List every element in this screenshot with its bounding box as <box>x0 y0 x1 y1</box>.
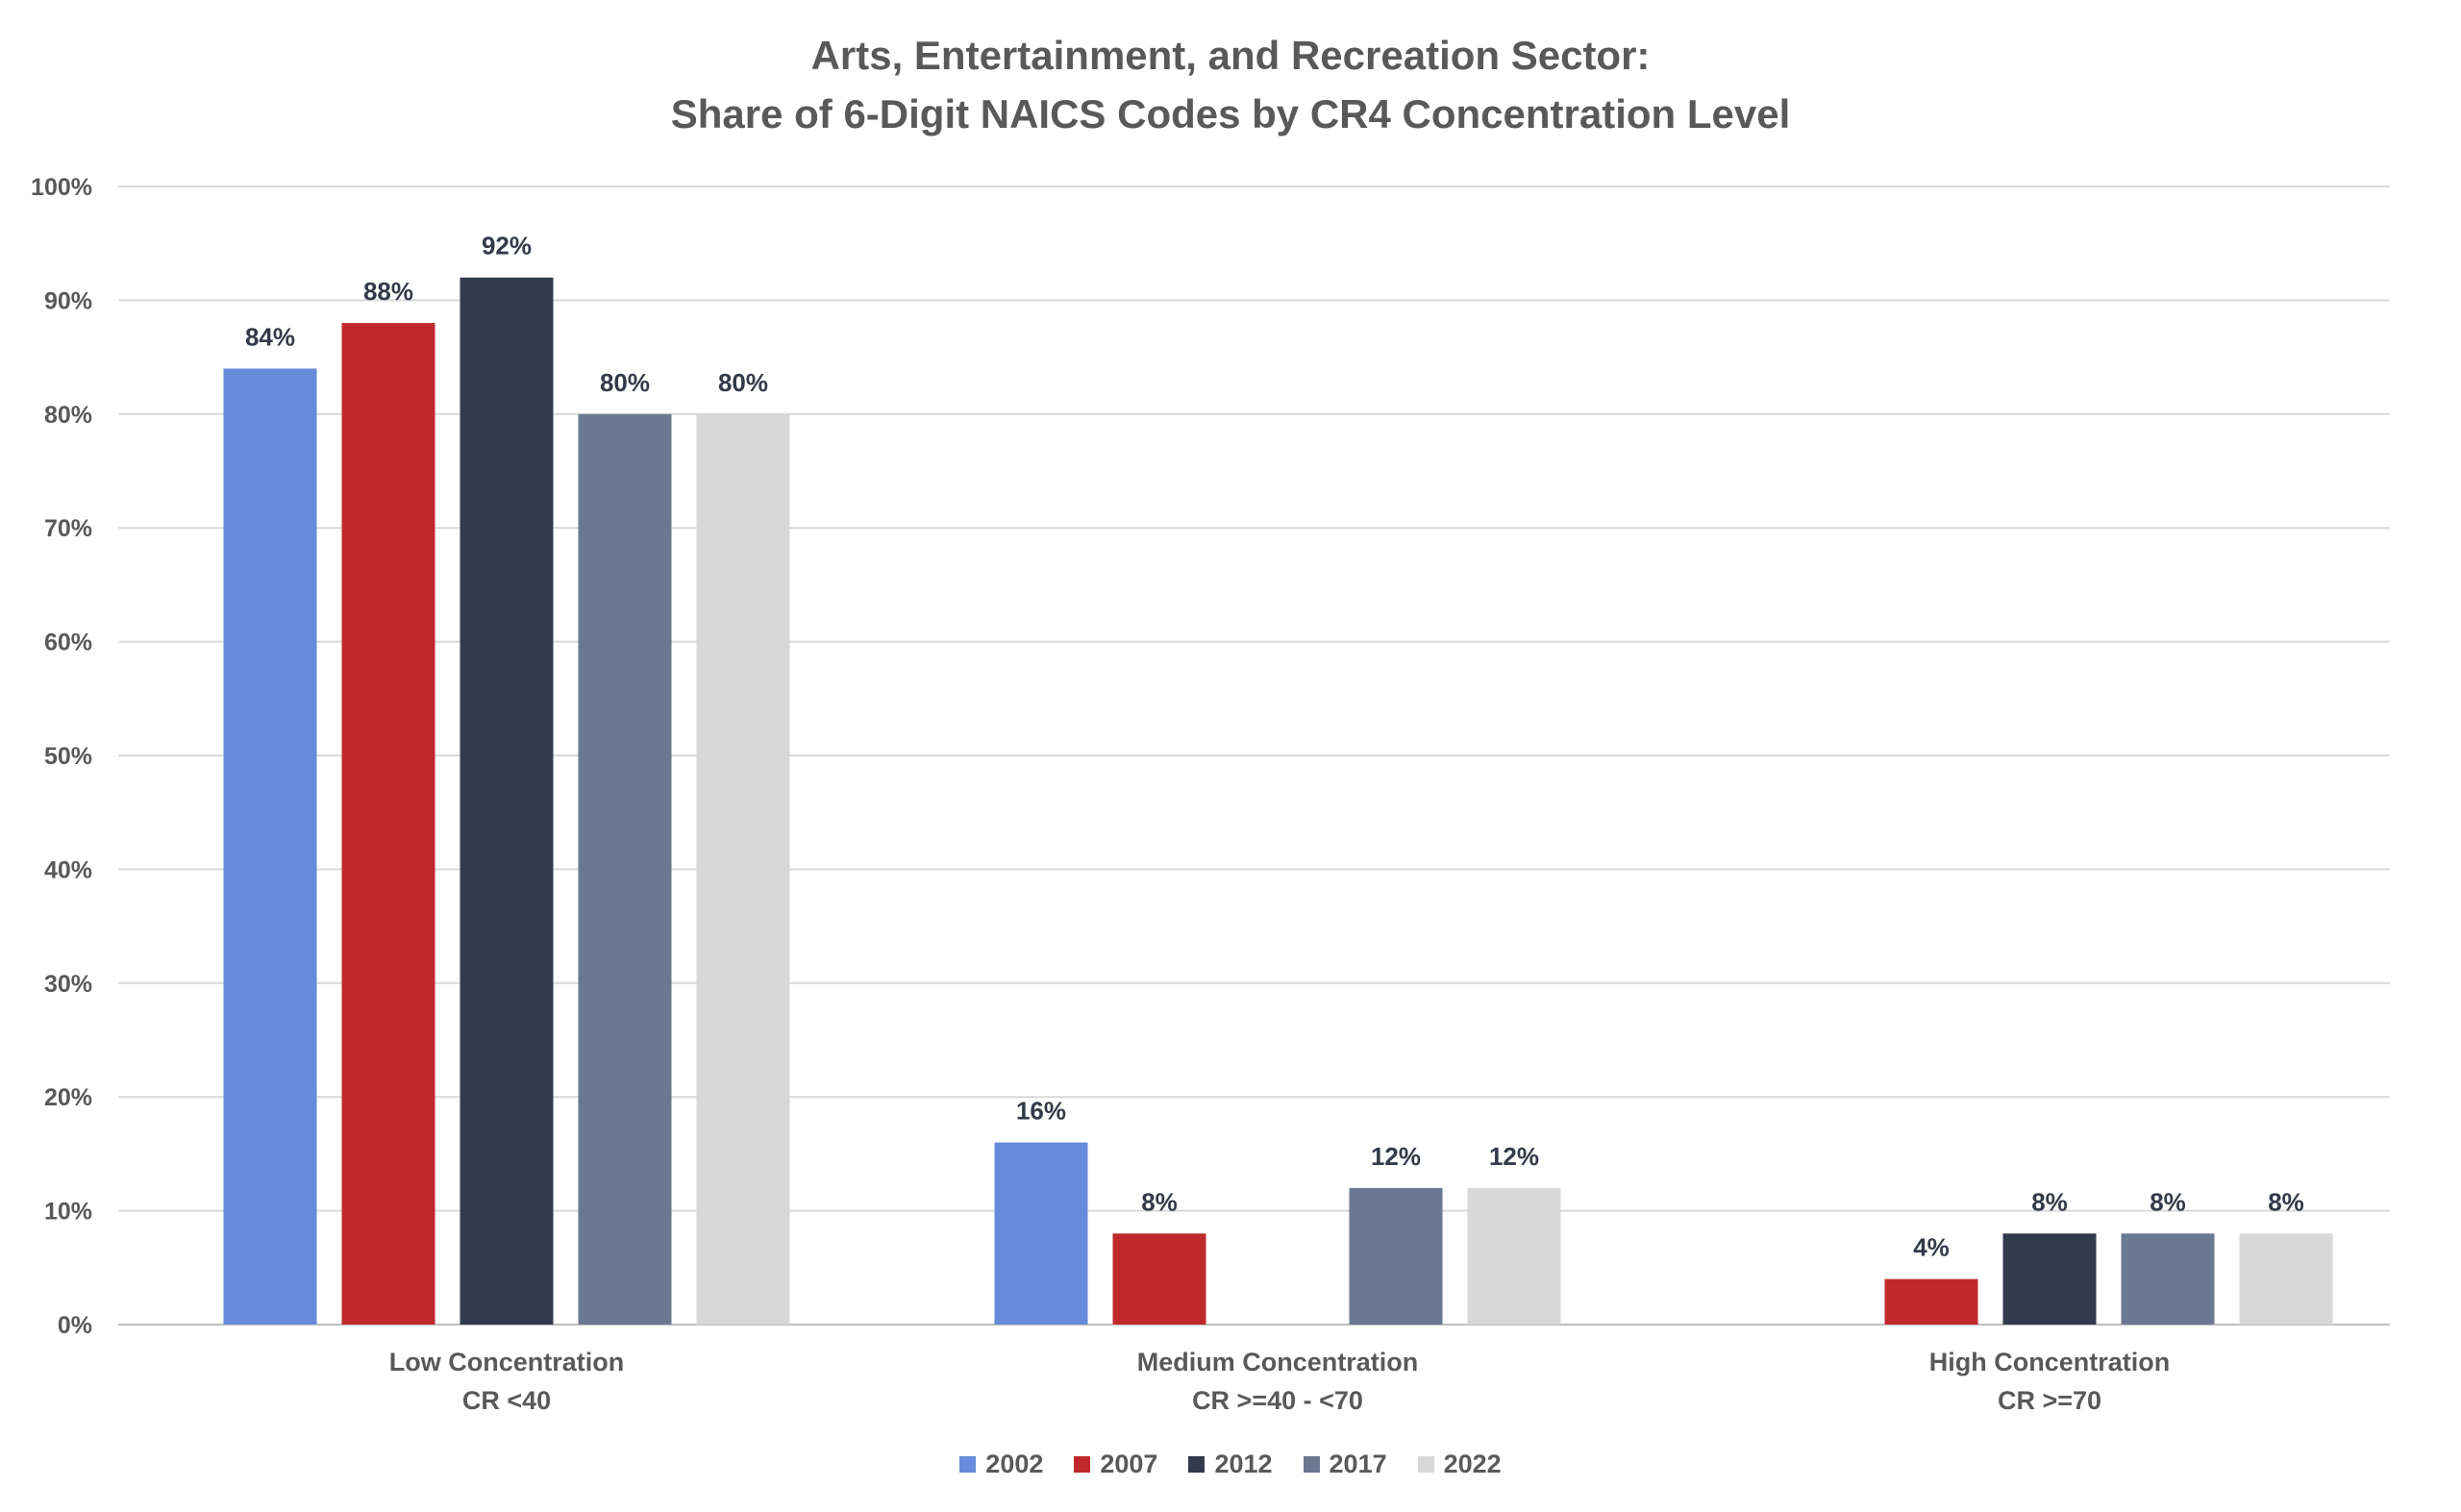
bar-2012 <box>460 277 554 1326</box>
bar-2002 <box>994 1142 1088 1325</box>
y-tick-label: 20% <box>44 1084 92 1111</box>
bar-2022 <box>2239 1233 2333 1325</box>
x-tick-sublabel: CR >=70 <box>1998 1386 2101 1415</box>
data-label: 8% <box>2150 1187 2186 1216</box>
legend-label: 2012 <box>1214 1450 1273 1478</box>
bar-2007 <box>1884 1278 1978 1325</box>
y-tick-label: 60% <box>44 630 92 657</box>
y-tick-label: 0% <box>58 1312 92 1339</box>
data-label: 8% <box>2268 1187 2304 1216</box>
legend-item-2017: 2017 <box>1303 1450 1387 1479</box>
bar-2022 <box>1467 1187 1561 1325</box>
y-tick-label: 90% <box>44 287 92 314</box>
chart-title-line-1: Arts, Entertainment, and Recreation Sect… <box>810 33 1651 78</box>
bar-2012 <box>2002 1233 2097 1325</box>
y-tick-label: 100% <box>31 174 92 201</box>
data-label: 80% <box>600 368 650 397</box>
bar-2002 <box>223 368 317 1325</box>
bar-2017 <box>578 413 672 1325</box>
x-tick-label: Low Concentration <box>389 1348 625 1376</box>
y-tick-label: 10% <box>44 1199 92 1226</box>
bar-2007 <box>1112 1233 1206 1325</box>
legend-swatch <box>1417 1456 1434 1473</box>
data-label: 8% <box>2031 1187 2068 1216</box>
data-label: 84% <box>245 322 295 351</box>
y-tick-label: 80% <box>44 402 92 429</box>
data-label: 12% <box>1489 1142 1539 1171</box>
legend-swatch <box>959 1456 977 1473</box>
data-label: 8% <box>1141 1187 1178 1216</box>
legend-item-2007: 2007 <box>1074 1450 1157 1479</box>
x-tick-label: Medium Concentration <box>1137 1348 1419 1376</box>
data-label: 80% <box>718 368 768 397</box>
legend-swatch <box>1303 1456 1320 1473</box>
legend-label: 2007 <box>1100 1450 1158 1478</box>
legend-label: 2017 <box>1329 1450 1387 1478</box>
y-tick-label: 40% <box>44 856 92 883</box>
bar-2017 <box>2121 1233 2215 1325</box>
legend-item-2002: 2002 <box>959 1450 1043 1479</box>
legend-swatch <box>1188 1456 1206 1473</box>
legend: 2002 2007 2012 2017 2022 <box>0 1450 2461 1479</box>
chart-title-line-2: Share of 6-Digit NAICS Codes by CR4 Conc… <box>670 91 1791 136</box>
legend-item-2012: 2012 <box>1188 1450 1273 1479</box>
data-label: 4% <box>1913 1233 1950 1262</box>
legend-swatch <box>1074 1456 1091 1473</box>
bar-2022 <box>696 413 790 1325</box>
data-label: 12% <box>1371 1142 1421 1171</box>
y-tick-label: 50% <box>44 743 92 770</box>
legend-item-2022: 2022 <box>1417 1450 1502 1479</box>
data-label: 92% <box>482 232 532 260</box>
x-tick-sublabel: CR <40 <box>462 1386 551 1415</box>
x-tick-label: High Concentration <box>1929 1348 2171 1376</box>
y-tick-label: 30% <box>44 971 92 998</box>
y-tick-label: 70% <box>44 515 92 542</box>
data-label: 16% <box>1016 1097 1066 1126</box>
bar-2007 <box>341 323 435 1326</box>
legend-label: 2022 <box>1443 1450 1502 1478</box>
bar-2017 <box>1349 1187 1443 1325</box>
legend-label: 2002 <box>985 1450 1044 1478</box>
x-tick-sublabel: CR >=40 - <70 <box>1192 1386 1363 1415</box>
data-label: 88% <box>363 277 413 306</box>
